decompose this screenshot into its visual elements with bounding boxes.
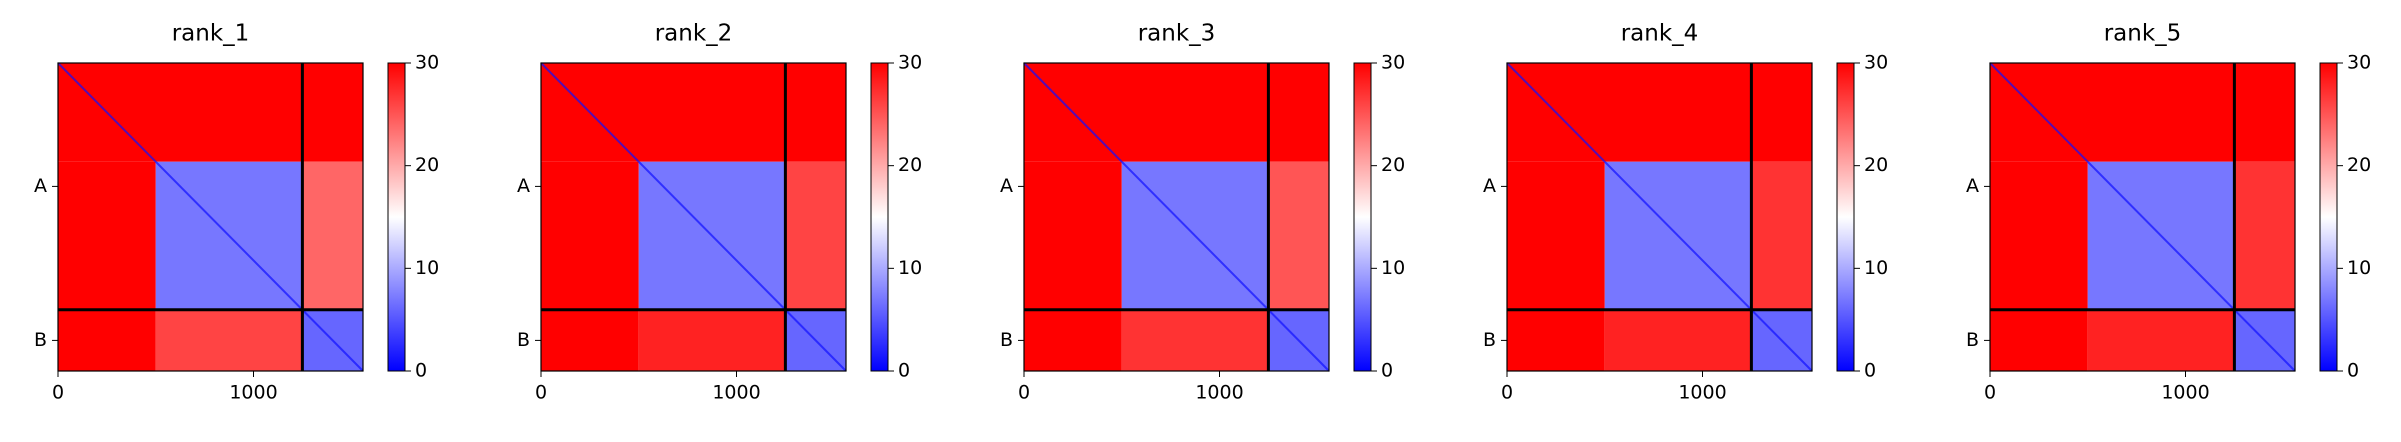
chart-title: rank_4 bbox=[1621, 21, 1699, 47]
colorbar-tick-label: 10 bbox=[415, 257, 439, 279]
y-tick-label: A bbox=[34, 175, 47, 197]
heatmap-cell bbox=[2087, 309, 2235, 371]
y-tick-label: A bbox=[1483, 175, 1496, 197]
colorbar-tick-label: 30 bbox=[2347, 52, 2371, 74]
colorbar-tick-label: 30 bbox=[1864, 52, 1888, 74]
colorbar bbox=[387, 62, 406, 372]
heatmap-cell bbox=[1990, 63, 2295, 162]
x-tick-label: 1000 bbox=[2161, 382, 2209, 404]
heatmap-cell bbox=[1024, 161, 1122, 371]
heatmap-cell bbox=[2234, 161, 2295, 310]
colorbar-tick-label: 0 bbox=[415, 360, 427, 382]
x-tick-label: 0 bbox=[1501, 382, 1513, 404]
x-tick-label: 1000 bbox=[229, 382, 277, 404]
y-tick-label: B bbox=[1483, 329, 1496, 351]
colorbar-tick-label: 30 bbox=[415, 52, 439, 74]
heatmap-cell bbox=[302, 161, 363, 310]
colorbar-tick-label: 20 bbox=[1864, 154, 1888, 176]
diagonal bbox=[1506, 62, 1813, 372]
plot-frame bbox=[57, 62, 364, 372]
x-tick-label: 0 bbox=[1984, 382, 1996, 404]
colorbar-tick-label: 0 bbox=[2347, 360, 2359, 382]
chart-title: rank_5 bbox=[2104, 21, 2182, 47]
heatmap-cell bbox=[785, 161, 846, 310]
plot-frame bbox=[1023, 62, 1330, 372]
y-tick-label: A bbox=[1000, 175, 1013, 197]
heatmap-cell bbox=[638, 309, 786, 371]
heatmap-cell bbox=[541, 63, 846, 162]
x-tick-label: 1000 bbox=[1678, 382, 1726, 404]
colorbar-tick-label: 10 bbox=[1381, 257, 1405, 279]
heatmap-cell bbox=[58, 63, 363, 162]
heatmap-cell bbox=[155, 309, 303, 371]
colorbar-tick-label: 30 bbox=[1381, 52, 1405, 74]
diagonal bbox=[1023, 62, 1330, 372]
plot-frame bbox=[1989, 62, 2296, 372]
y-tick-label: A bbox=[517, 175, 530, 197]
chart-title: rank_3 bbox=[1138, 21, 1216, 47]
colorbar-tick-label: 10 bbox=[898, 257, 922, 279]
heatmap-cell bbox=[1121, 309, 1269, 371]
chart-title: rank_1 bbox=[172, 21, 250, 47]
diagonal bbox=[57, 62, 364, 372]
colorbar-tick-label: 0 bbox=[1864, 360, 1876, 382]
panel: rank_1 0 1000 A B 0 10 20 30 bbox=[34, 21, 439, 404]
x-tick-label: 1000 bbox=[1195, 382, 1243, 404]
colorbar-tick-label: 0 bbox=[898, 360, 910, 382]
chart-title: rank_2 bbox=[655, 21, 733, 47]
y-tick-label: B bbox=[517, 329, 530, 351]
colorbar-tick-label: 20 bbox=[1381, 154, 1405, 176]
colorbar-tick-label: 20 bbox=[415, 154, 439, 176]
heatmap-cell bbox=[1990, 161, 2088, 371]
heatmap-cell bbox=[541, 161, 639, 371]
x-tick-label: 0 bbox=[1018, 382, 1030, 404]
x-tick-label: 0 bbox=[535, 382, 547, 404]
colorbar-tick-label: 30 bbox=[898, 52, 922, 74]
plot-frame bbox=[1506, 62, 1813, 372]
colorbar bbox=[870, 62, 889, 372]
panel: rank_3 0 1000 A B 0 10 20 30 bbox=[1000, 21, 1405, 404]
heatmap-cell bbox=[1268, 161, 1329, 310]
colorbar-tick-label: 10 bbox=[2347, 257, 2371, 279]
colorbar-tick-label: 20 bbox=[898, 154, 922, 176]
panel: rank_4 0 1000 A B 0 10 20 30 bbox=[1483, 21, 1888, 404]
heatmap-cell bbox=[1507, 63, 1812, 162]
heatmap-cell bbox=[1604, 309, 1752, 371]
diagonal bbox=[1989, 62, 2296, 372]
colorbar-tick-label: 10 bbox=[1864, 257, 1888, 279]
y-tick-label: B bbox=[1966, 329, 1979, 351]
y-tick-label: A bbox=[1966, 175, 1979, 197]
heatmap-cell bbox=[58, 161, 156, 371]
diagonal bbox=[540, 62, 847, 372]
colorbar bbox=[1836, 62, 1855, 372]
colorbar bbox=[1353, 62, 1372, 372]
y-tick-label: B bbox=[34, 329, 47, 351]
colorbar-tick-label: 0 bbox=[1381, 360, 1393, 382]
colorbar bbox=[2319, 62, 2338, 372]
heatmap-cell bbox=[1751, 161, 1812, 310]
x-tick-label: 1000 bbox=[712, 382, 760, 404]
heatmap-cell bbox=[1507, 161, 1605, 371]
plot-frame bbox=[540, 62, 847, 372]
x-tick-label: 0 bbox=[52, 382, 64, 404]
panel: rank_5 0 1000 A B 0 10 20 30 bbox=[1966, 21, 2371, 404]
colorbar-tick-label: 20 bbox=[2347, 154, 2371, 176]
y-tick-label: B bbox=[1000, 329, 1013, 351]
panel: rank_2 0 1000 A B 0 10 20 30 bbox=[517, 21, 922, 404]
heatmap-cell bbox=[1024, 63, 1329, 162]
